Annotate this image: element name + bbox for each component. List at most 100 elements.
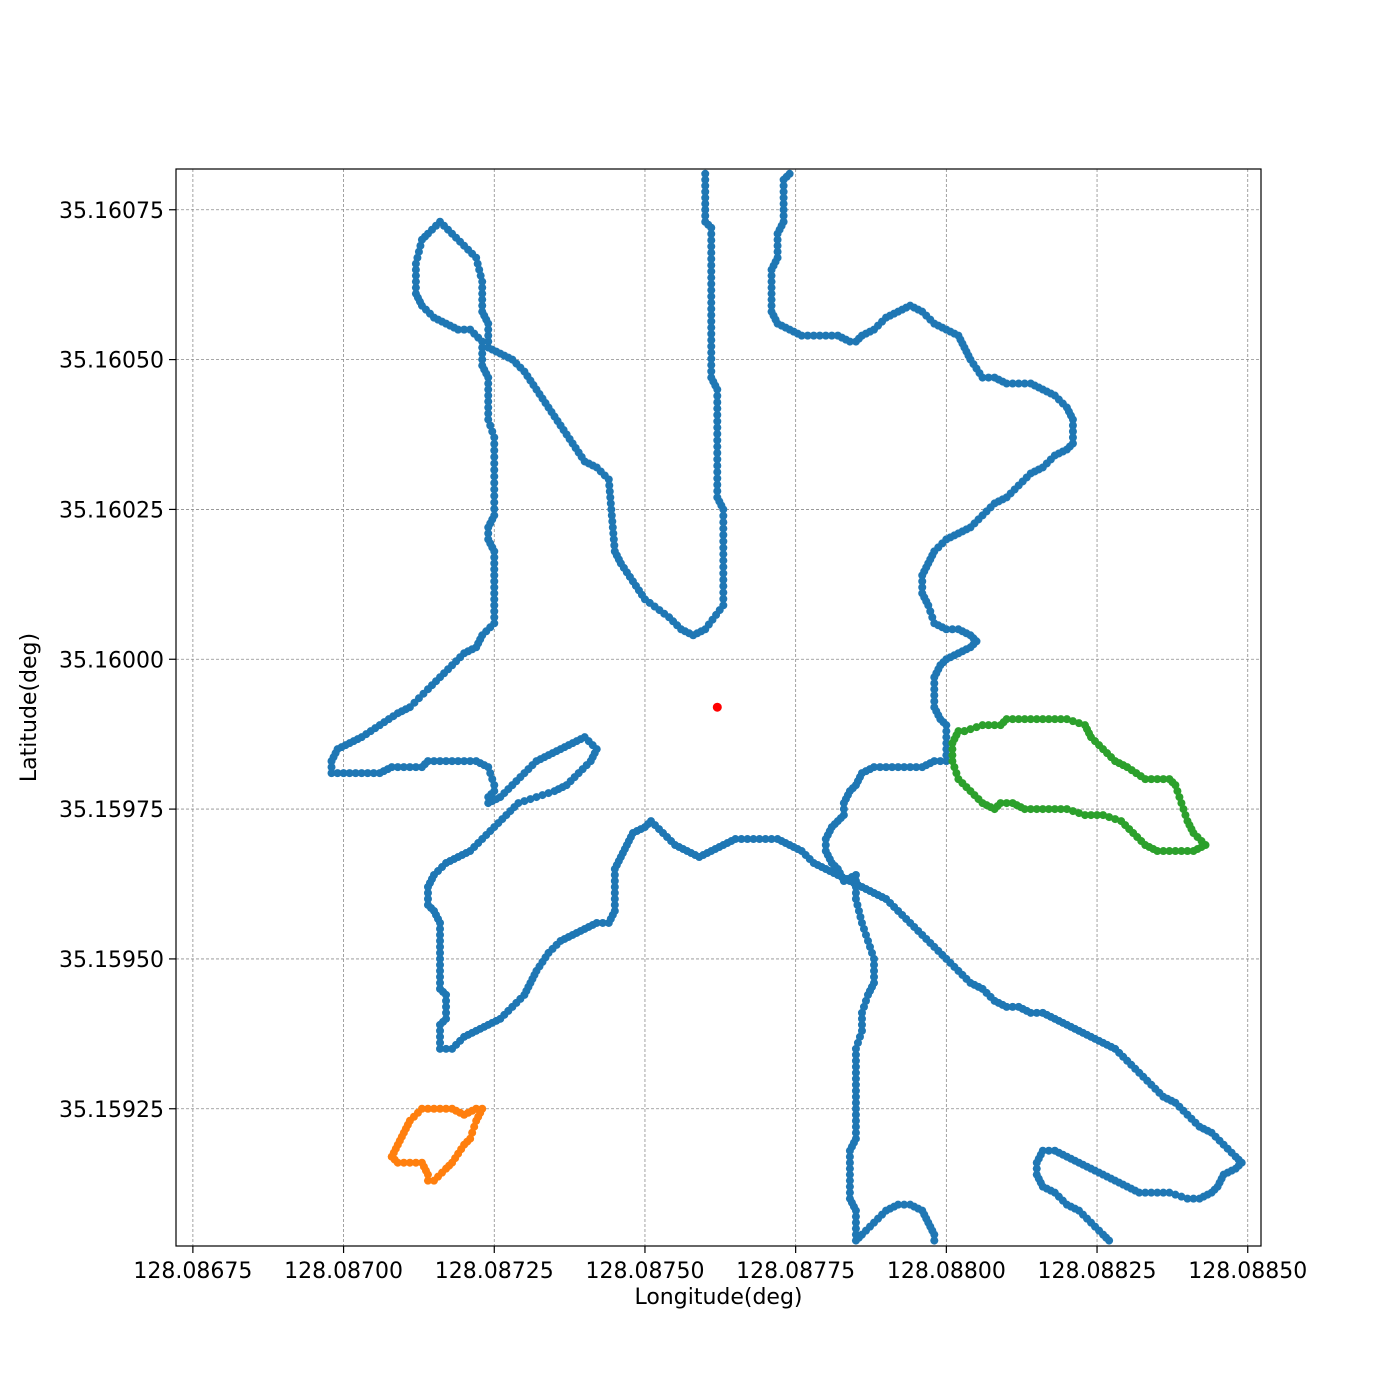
scatter-point [608,517,617,526]
y-tick-label: 35.15950 [59,948,164,973]
scatter-point [851,1044,860,1053]
scatter-point [413,253,422,262]
scatter-point [713,449,722,458]
scatter-point [478,283,487,292]
scatter-point [707,298,716,307]
scatter-point [851,1212,860,1221]
scatter-point [851,1050,860,1059]
scatter-point [779,211,788,220]
scatter-point [851,1104,860,1113]
scatter-point [870,954,879,963]
x-tick-label: 128.08825 [1038,1259,1157,1284]
scatter-point [1020,379,1029,388]
scatter-point [610,877,619,886]
scatter-point [773,229,782,238]
scatter-point [851,1062,860,1071]
scatter-point [707,229,716,238]
scatter-point [821,835,830,844]
scatter-point [490,571,499,580]
scatter-point [606,493,615,502]
scatter-point [779,187,788,196]
scatter-point [490,583,499,592]
scatter-point [930,673,939,682]
scatter-point [1008,379,1017,388]
scatter-point [478,349,487,358]
scatter-point [942,751,951,760]
scatter-point [475,265,484,274]
y-axis-label: Latitude(deg) [17,633,42,782]
scatter-point [484,385,493,394]
scatter-point [719,569,728,578]
scatter-point [1032,1008,1041,1017]
scatter-point [423,888,432,897]
scatter-point [851,1206,860,1215]
scatter-point [707,367,716,376]
scatter-point [707,304,716,313]
scatter-point [490,577,499,586]
scatter-point [436,1032,445,1041]
scatter-point [605,481,614,490]
scatter-point [1189,847,1198,856]
scatter-point [478,295,487,304]
scatter-point [1189,1194,1198,1203]
scatter-point [954,727,963,736]
scatter-point [857,1014,866,1023]
scatter-point [737,835,746,844]
scatter-point [442,996,451,1005]
scatter-point [984,721,993,730]
scatter-point [1056,805,1065,814]
scatter-point [707,248,716,257]
scatter-point [478,1104,487,1113]
scatter-point [490,613,499,622]
scatter-point [610,894,619,903]
data-marks [327,169,1246,1245]
scatter-point [423,1104,432,1113]
scatter-point [484,529,493,538]
scatter-point [707,348,716,357]
scatter-point [442,757,451,766]
scatter-point [448,1104,457,1113]
scatter-point [1014,715,1023,724]
scatter-point [845,337,854,346]
scatter-point [707,223,716,232]
scatter-point [1068,717,1077,726]
scatter-point [1153,1188,1162,1197]
scatter-point [851,1224,860,1233]
scatter-point [767,835,776,844]
scatter-point [712,702,722,712]
scatter-point [942,625,951,634]
scatter-point [490,452,499,461]
scatter-point [894,1200,903,1209]
x-axis-label: Longitude(deg) [634,1285,802,1310]
scatter-point [803,331,812,340]
scatter-point [1117,817,1126,826]
scatter-point [948,757,957,766]
scatter-point [713,474,722,483]
scatter-point [436,1104,445,1113]
scatter-point [1177,847,1186,856]
scatter-point [1050,715,1059,724]
scatter-point [490,547,499,556]
scatter-point [478,355,487,364]
scatter-point [1020,715,1029,724]
scatter-point [592,918,601,927]
scatter-point [948,751,957,760]
scatter-point [1141,775,1150,784]
scatter-point [960,727,969,736]
scatter-point [851,1068,860,1077]
scatter-point [701,181,710,190]
scatter-point [719,543,728,552]
scatter-point [701,199,710,208]
scatter-point [610,888,619,897]
scatter-point [436,936,445,945]
scatter-point [490,439,499,448]
scatter-point [429,1104,438,1113]
scatter-point [713,417,722,426]
scatter-point [767,289,776,298]
scatter-point [605,487,614,496]
scatter-point [719,511,728,520]
scatter-point [707,354,716,363]
scatter-point [1074,719,1083,728]
scatter-point [484,331,493,340]
